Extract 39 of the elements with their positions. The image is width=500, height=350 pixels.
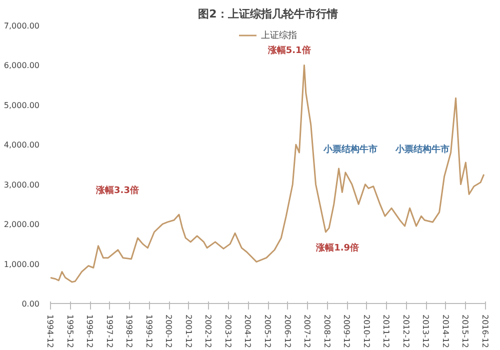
annotation: 涨幅5.1倍 [266, 45, 311, 56]
x-tick-label: 1995-12 [65, 314, 74, 348]
x-tick-label: 2016-12 [480, 314, 490, 348]
y-tick-label: 7,000.00 [4, 22, 40, 30]
y-tick-label: 1,000.00 [4, 260, 40, 269]
x-tick-label: 1994-12 [46, 314, 54, 348]
annotation: 涨幅1.9倍 [315, 242, 360, 254]
x-tick-label: 2006-12 [282, 314, 292, 348]
x-tick-label: 2008-12 [322, 314, 332, 348]
y-tick-label: 6,000.00 [4, 61, 40, 70]
annotation: 小票结构牛市 [322, 144, 378, 155]
y-tick-label: 3,000.00 [4, 180, 40, 190]
line-series [50, 64, 485, 283]
x-tick-label: 1998-12 [124, 314, 134, 348]
chart-title: 图2：上证综指几轮牛市行情 [198, 8, 338, 20]
x-tick-label: 1996-12 [85, 314, 94, 348]
x-tick-label: 2009-12 [342, 314, 352, 348]
y-tick-label: 0.00 [22, 300, 40, 308]
y-tick-label: 5,000.00 [4, 100, 40, 110]
y-tick-label: 2,000.00 [4, 220, 40, 230]
x-tick-label: 2004-12 [243, 314, 252, 348]
x-tick-label: 2002-12 [204, 314, 213, 348]
x-tick-label: 2007-12 [302, 314, 312, 348]
x-tick-label: 2010-12 [362, 314, 371, 348]
annotation: 小票结构牛市 [394, 144, 450, 155]
legend-label: 上证综指 [261, 30, 297, 42]
x-tick-label: 1997-12 [104, 314, 114, 348]
annotation: 涨幅3.3倍 [95, 185, 139, 196]
x-tick-label: 2000-12 [164, 314, 174, 348]
x-tick-label: 2013-12 [421, 314, 430, 348]
x-tick-label: 1999-12 [144, 314, 154, 348]
x-tick-label: 2011-12 [382, 314, 391, 348]
x-tick-label: 2015-12 [460, 314, 470, 348]
x-tick-label: 2005-12 [263, 314, 272, 348]
y-tick-label: 4,000.00 [4, 140, 40, 150]
x-tick-label: 2003-12 [223, 314, 232, 348]
x-tick-label: 2014-12 [440, 314, 450, 348]
x-tick-label: 2012-12 [401, 314, 410, 348]
x-tick-label: 2001-12 [184, 314, 193, 348]
